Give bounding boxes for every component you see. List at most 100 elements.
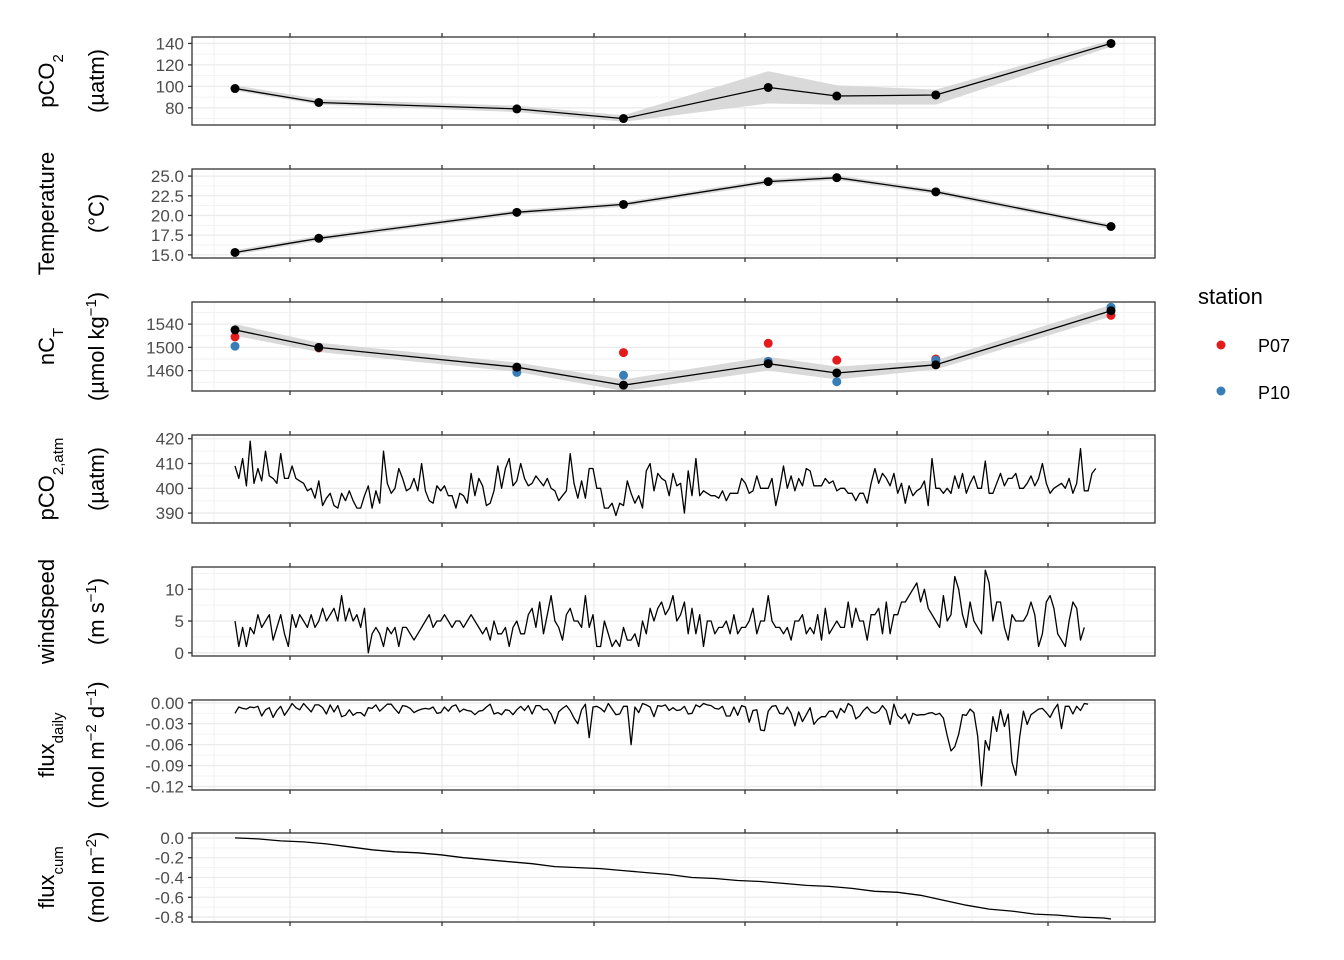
y-tick-label: -0.06 xyxy=(145,736,184,755)
data-point-mean xyxy=(618,114,628,124)
data-point-mean xyxy=(1106,221,1116,231)
panel-pco2: 80 100 120 140 pCO2 (µatm) xyxy=(34,33,1156,129)
y-axis-title-line1: nCT xyxy=(34,328,67,365)
series-line xyxy=(234,42,1112,120)
data-point-mean xyxy=(763,82,773,92)
series-line xyxy=(234,310,1112,386)
data-point-mean xyxy=(832,368,842,378)
panel-border xyxy=(191,301,1156,392)
y-tick-label: 420 xyxy=(156,430,184,449)
data-point-mean xyxy=(618,380,628,390)
data-point-p10 xyxy=(832,377,842,387)
series-line xyxy=(234,569,1085,654)
data-point-mean xyxy=(832,173,842,183)
panel-temperature: 15.017.520.022.525.0 Temperature (°C) xyxy=(34,152,1156,276)
data-point-mean xyxy=(1106,306,1116,316)
y-axis-title-line1: Temperature xyxy=(34,152,59,276)
data-point-mean xyxy=(230,247,240,257)
y-axis-title-line1: windspeed xyxy=(34,559,59,665)
y-axis-title-line1: fluxcum xyxy=(34,846,67,909)
series-line xyxy=(234,177,1112,254)
data-point-mean xyxy=(931,90,941,100)
legend-label-p07: P07 xyxy=(1258,336,1290,356)
confidence-band xyxy=(235,40,1111,122)
data-point-mean xyxy=(230,325,240,335)
data-point-mean xyxy=(931,360,941,370)
data-point-mean xyxy=(618,199,628,209)
y-tick-label: -0.2 xyxy=(155,849,184,868)
data-point-p07 xyxy=(618,348,628,358)
legend-key-p10 xyxy=(1216,386,1226,396)
panel-border xyxy=(191,36,1156,126)
series-line xyxy=(234,702,1089,787)
y-axis-title-line2: (µatm) xyxy=(84,49,109,113)
data-point-mean xyxy=(1106,38,1116,48)
y-axis-title-line2: (°C) xyxy=(84,194,109,233)
y-tick-label: -0.6 xyxy=(155,888,184,907)
y-tick-label: 17.5 xyxy=(151,226,184,245)
y-tick-label: 100 xyxy=(156,77,184,96)
y-tick-label: -0.09 xyxy=(145,757,184,776)
panel-pco2_atm: 390 400 410 420 pCO2,atm (µatm) xyxy=(34,430,1156,527)
data-point-p07 xyxy=(763,338,773,348)
y-tick-label: -0.8 xyxy=(155,908,184,927)
y-axis-title-line1: pCO2,atm xyxy=(34,438,67,521)
data-point-mean xyxy=(512,207,522,217)
y-axis-title-line2: (mol m−2 d−1) xyxy=(83,681,110,808)
y-axis-title-line1: pCO2 xyxy=(34,54,67,108)
y-tick-label: 1500 xyxy=(146,338,184,357)
data-point-p07 xyxy=(832,355,842,365)
y-tick-label: -0.4 xyxy=(155,869,184,888)
y-tick-label: 0 xyxy=(175,644,184,663)
data-point-p07 xyxy=(230,332,240,342)
data-point-p10 xyxy=(230,341,240,351)
panel-background xyxy=(192,567,1155,656)
panel-windspeed: 0 5 10 windspeed (m s−1) xyxy=(34,559,1156,665)
y-tick-label: 15.0 xyxy=(151,246,184,265)
panel-nct: 1460 1500 1540 nCT (µmol kg−1) xyxy=(34,292,1156,401)
y-tick-label: 5 xyxy=(175,612,184,631)
data-point-mean xyxy=(763,359,773,369)
y-tick-label: 10 xyxy=(165,580,184,599)
data-point-mean xyxy=(512,362,522,372)
y-tick-label: 80 xyxy=(165,99,184,118)
data-point-mean xyxy=(512,104,522,114)
y-tick-label: 120 xyxy=(156,56,184,75)
data-point-mean xyxy=(763,177,773,187)
y-tick-label: 1540 xyxy=(146,315,184,334)
data-point-mean xyxy=(314,97,324,107)
y-tick-label: -0.12 xyxy=(145,778,184,797)
chart-legend: station P07 P10 xyxy=(1198,284,1290,403)
y-axis-title-line2: (µmol kg−1) xyxy=(83,292,110,401)
y-tick-label: 410 xyxy=(156,455,184,474)
data-point-mean xyxy=(832,91,842,101)
y-tick-label: 22.5 xyxy=(151,187,184,206)
panel-background xyxy=(192,435,1155,523)
panel-flux_cum: 0.0-0.2-0.4-0.6-0.8 fluxcum (mol m−2) xyxy=(34,829,1156,927)
y-tick-label: 0.00 xyxy=(151,694,184,713)
data-point-p10 xyxy=(618,370,628,380)
y-tick-label: 20.0 xyxy=(151,206,184,225)
legend-key-p07 xyxy=(1216,340,1226,350)
data-point-mean xyxy=(230,84,240,94)
legend-label-p10: P10 xyxy=(1258,383,1290,403)
panel-border xyxy=(191,566,1156,657)
y-axis-title-line2: (µatm) xyxy=(84,447,109,511)
y-tick-label: 25.0 xyxy=(151,167,184,186)
data-point-mean xyxy=(314,342,324,352)
confidence-band xyxy=(235,304,1111,391)
legend-title: station xyxy=(1198,284,1263,309)
panel-border xyxy=(191,434,1156,524)
panel-flux_daily: 0.00 -0.03 -0.06 -0.09 -0.12 fluxdaily (mol m−… xyxy=(34,681,1156,809)
y-axis-title-line2: (mol m−2) xyxy=(83,832,110,924)
y-tick-label: 140 xyxy=(156,34,184,53)
y-axis-title-line2: (m s−1) xyxy=(83,578,110,645)
y-tick-label: 0.0 xyxy=(160,829,184,848)
data-point-mean xyxy=(931,187,941,197)
y-axis-title-line1: fluxdaily xyxy=(34,712,67,778)
y-tick-label: 1460 xyxy=(146,362,184,381)
panel-border xyxy=(191,168,1156,259)
data-point-mean xyxy=(314,233,324,243)
